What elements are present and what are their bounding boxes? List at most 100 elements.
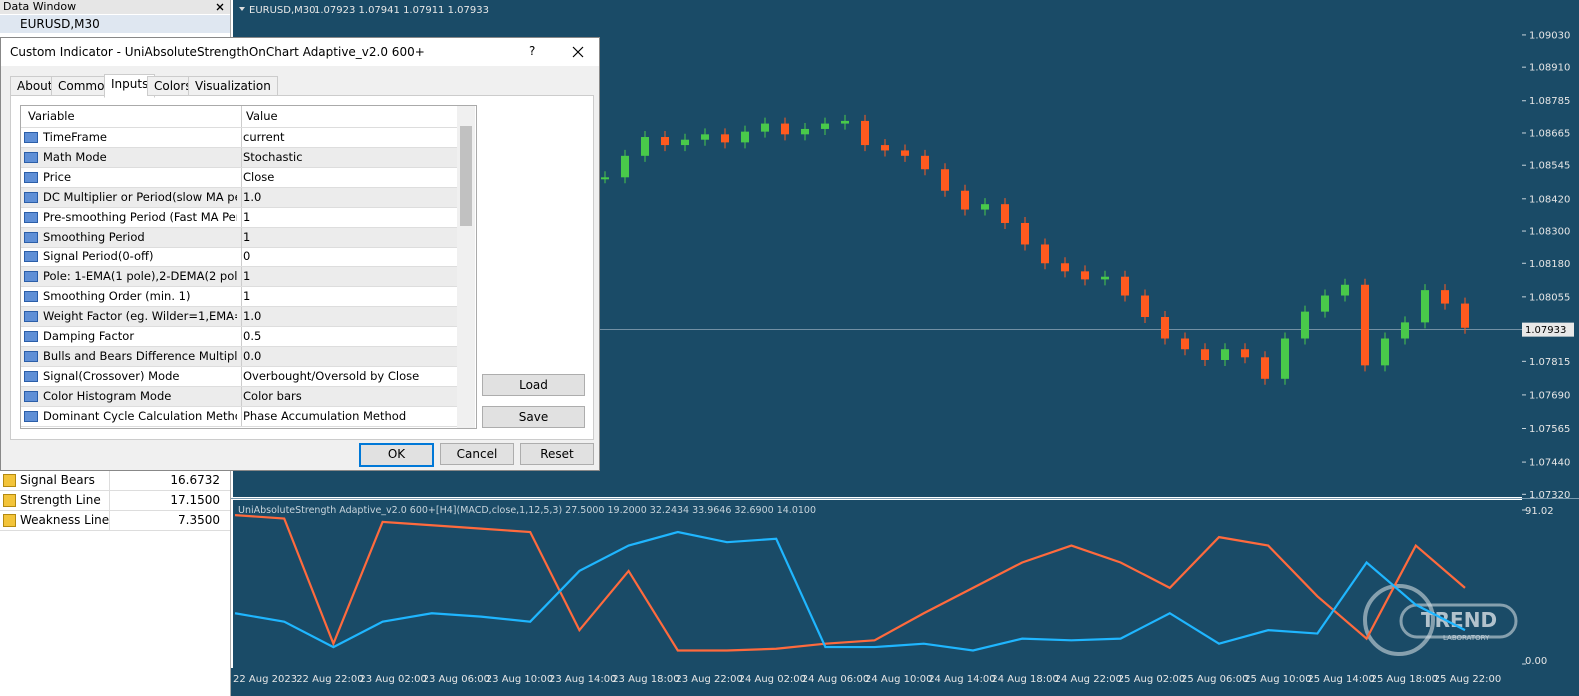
time-label: 24 Aug 10:00 bbox=[865, 674, 932, 685]
variable-name: Smoothing Period bbox=[43, 229, 145, 244]
logo-name: TREND bbox=[1421, 608, 1497, 632]
reset-button[interactable]: Reset bbox=[520, 443, 594, 465]
candle bbox=[1361, 284, 1369, 366]
input-row[interactable]: Price Close bbox=[21, 167, 457, 188]
scrollbar[interactable] bbox=[457, 106, 475, 428]
input-row[interactable]: Pole: 1-EMA(1 pole),2-DEMA(2 poles),... 1 bbox=[21, 267, 457, 288]
tab[interactable]: About bbox=[10, 76, 60, 96]
cancel-button[interactable]: Cancel bbox=[440, 443, 514, 465]
row-icon bbox=[3, 494, 16, 507]
candle bbox=[841, 120, 849, 124]
variable-name: Color Histogram Mode bbox=[43, 388, 172, 403]
candle bbox=[1461, 303, 1469, 328]
time-label: 23 Aug 22:00 bbox=[675, 674, 742, 685]
price-label: 1.07815 bbox=[1529, 357, 1570, 368]
row-icon bbox=[24, 191, 38, 203]
candle bbox=[1221, 349, 1229, 360]
candle bbox=[1161, 317, 1169, 339]
indicator-label: 91.02 bbox=[1525, 506, 1554, 517]
input-row[interactable]: Smoothing Period 1 bbox=[21, 227, 457, 248]
price-label: 1.08300 bbox=[1529, 227, 1570, 238]
close-icon[interactable] bbox=[215, 2, 225, 12]
price-label: 1.08180 bbox=[1529, 259, 1570, 270]
candle bbox=[1101, 276, 1109, 280]
candle bbox=[761, 123, 769, 132]
candle bbox=[781, 123, 789, 135]
variable-name: Price bbox=[43, 169, 72, 184]
variable-name: Weight Factor (eg. Wilder=1,EMA=2) bbox=[43, 309, 237, 324]
time-label: 25 Aug 14:00 bbox=[1307, 674, 1374, 685]
row-icon bbox=[24, 370, 38, 382]
row-value: 17.1500 bbox=[109, 491, 220, 510]
variable-value: 1 bbox=[241, 207, 250, 227]
time-label: 25 Aug 22:00 bbox=[1434, 674, 1501, 685]
variable-value: 0 bbox=[241, 247, 250, 267]
input-row[interactable]: Smoothing Order (min. 1) 1 bbox=[21, 287, 457, 308]
input-row[interactable]: DC Multiplier or Period(slow MA period .… bbox=[21, 187, 457, 208]
variable-value: 0.5 bbox=[241, 327, 261, 346]
candle bbox=[921, 155, 929, 170]
candle bbox=[1261, 357, 1269, 379]
candle bbox=[1021, 222, 1029, 245]
row-icon bbox=[24, 211, 38, 223]
input-row[interactable]: Color Histogram Mode Color bars bbox=[21, 386, 457, 407]
ok-button[interactable]: OK bbox=[359, 443, 434, 467]
time-label: 23 Aug 18:00 bbox=[612, 674, 679, 685]
candle bbox=[941, 169, 949, 191]
time-label: 22 Aug 2023 bbox=[233, 674, 297, 685]
input-row[interactable]: Math Mode Stochastic bbox=[21, 147, 457, 168]
row-icon bbox=[24, 291, 38, 303]
price-label: 1.08910 bbox=[1529, 63, 1570, 74]
variable-value: 1.0 bbox=[241, 187, 261, 207]
time-label: 24 Aug 18:00 bbox=[991, 674, 1058, 685]
variable-value: Color bars bbox=[241, 386, 302, 406]
row-icon bbox=[24, 390, 38, 402]
time-label: 25 Aug 18:00 bbox=[1371, 674, 1438, 685]
row-icon bbox=[24, 231, 38, 243]
tab[interactable]: Colors bbox=[147, 76, 199, 96]
current-price-label: 1.07933 bbox=[1525, 325, 1566, 336]
input-row[interactable]: Dominant Cycle Calculation Method Phase A… bbox=[21, 406, 457, 427]
candle bbox=[1321, 295, 1329, 312]
input-row[interactable]: Bulls and Bears Difference Multiplier 0.0 bbox=[21, 346, 457, 367]
data-row: Signal Bears 16.6732 bbox=[0, 471, 230, 491]
panel-title: Data Window bbox=[0, 0, 230, 14]
candle bbox=[981, 204, 989, 210]
tab[interactable]: Visualization bbox=[188, 76, 278, 96]
save-button[interactable]: Save bbox=[482, 406, 585, 428]
load-button[interactable]: Load bbox=[482, 374, 585, 396]
input-row[interactable]: Pre-smoothing Period (Fast MA Period f..… bbox=[21, 207, 457, 228]
menu-arrow[interactable] bbox=[239, 7, 245, 11]
tab[interactable]: Common bbox=[51, 76, 120, 96]
candle bbox=[601, 177, 609, 180]
candle bbox=[701, 134, 709, 140]
input-row[interactable]: Signal Period(0-off) 0 bbox=[21, 247, 457, 268]
candle bbox=[1061, 263, 1069, 272]
variable-name: Math Mode bbox=[43, 149, 107, 164]
candle bbox=[661, 137, 669, 146]
scroll-thumb[interactable] bbox=[460, 126, 472, 226]
price-label: 1.08665 bbox=[1529, 128, 1570, 139]
close-button[interactable] bbox=[572, 46, 584, 58]
dialog-title: Custom Indicator - UniAbsoluteStrengthOn… bbox=[1, 38, 599, 66]
price-label: 1.08545 bbox=[1529, 161, 1570, 172]
input-row[interactable]: TimeFrame current bbox=[21, 128, 457, 148]
candle bbox=[861, 120, 869, 146]
tab[interactable]: Inputs bbox=[104, 74, 156, 98]
input-row[interactable]: Signal(Crossover) Mode Overbought/Oversol… bbox=[21, 366, 457, 387]
price-label: 1.08420 bbox=[1529, 194, 1570, 205]
help-button[interactable]: ? bbox=[529, 44, 536, 58]
price-label: 1.07565 bbox=[1529, 424, 1570, 435]
time-label: 23 Aug 14:00 bbox=[549, 674, 616, 685]
candle bbox=[1341, 284, 1349, 296]
indicator-label: 0.00 bbox=[1525, 656, 1547, 667]
row-icon bbox=[24, 410, 38, 422]
indicator-line bbox=[234, 530, 1466, 652]
variable-name: Signal(Crossover) Mode bbox=[43, 368, 180, 383]
input-row[interactable]: Weight Factor (eg. Wilder=1,EMA=2) 1.0 bbox=[21, 307, 457, 328]
input-row[interactable]: Damping Factor 0.5 bbox=[21, 327, 457, 347]
indicator-line bbox=[234, 514, 1466, 652]
candle bbox=[1081, 271, 1089, 280]
symbol-row[interactable]: EURUSD,M30 bbox=[0, 15, 230, 33]
